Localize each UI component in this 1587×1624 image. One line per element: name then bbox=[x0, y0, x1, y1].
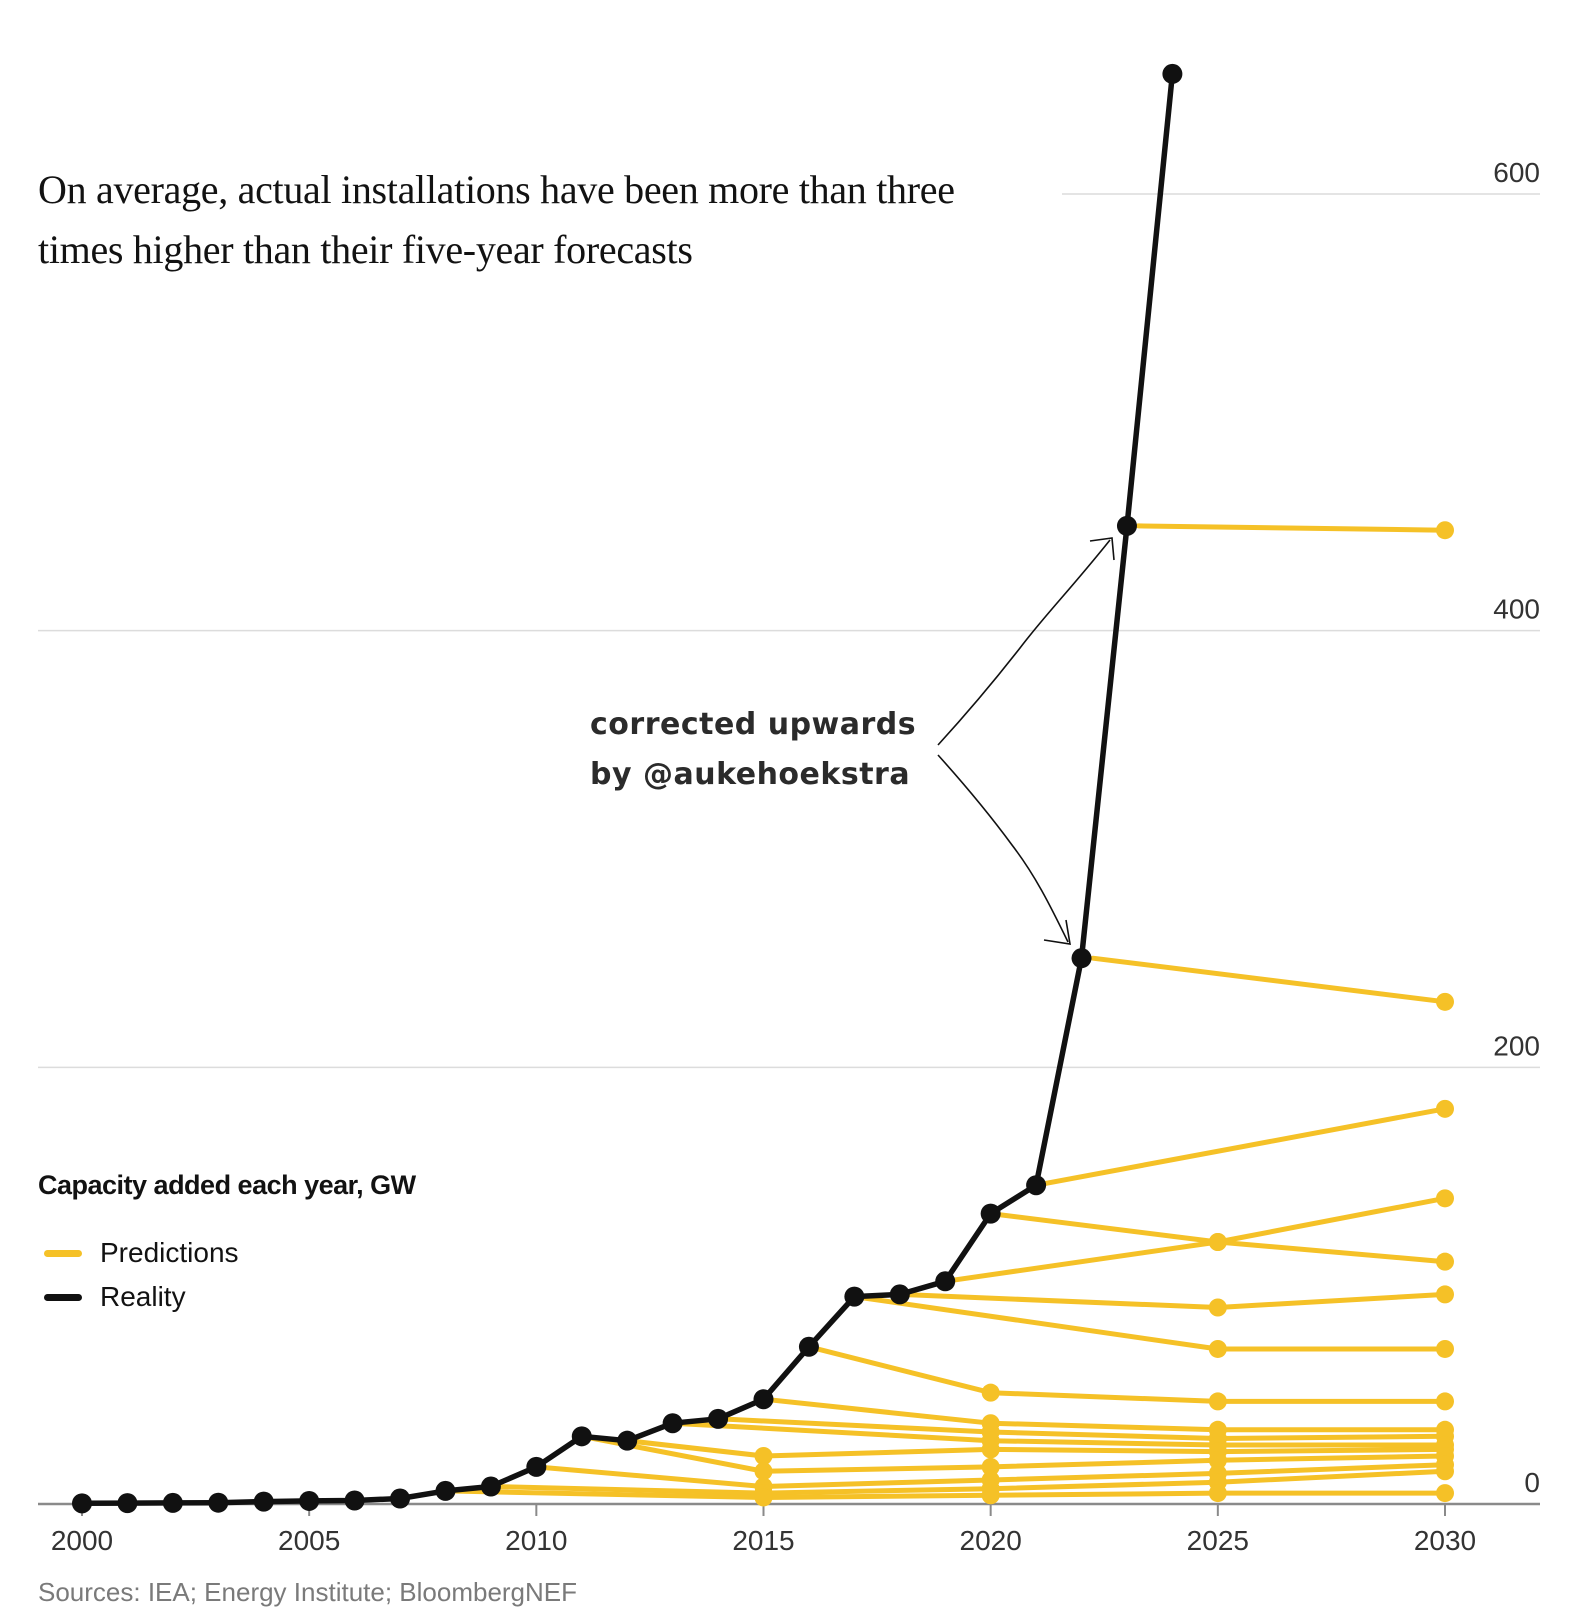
source-note: Sources: IEA; Energy Institute; Bloomber… bbox=[38, 1577, 578, 1607]
reality-point bbox=[72, 1493, 92, 1514]
y-tick-label-600: 600 bbox=[1493, 157, 1540, 188]
y-tick-label-200: 200 bbox=[1493, 1030, 1540, 1061]
annotation-arrowhead-lower bbox=[1043, 919, 1071, 945]
x-tick-label-2025: 2025 bbox=[1187, 1525, 1249, 1556]
reality-point bbox=[1026, 1175, 1047, 1196]
annotation-line-1: corrected upwards bbox=[590, 707, 917, 742]
annotation-arrow-lower bbox=[937, 754, 1069, 943]
x-tick-label-2000: 2000 bbox=[51, 1525, 113, 1556]
prediction-point bbox=[1436, 1484, 1454, 1503]
prediction-line-2 bbox=[1033, 1106, 1448, 1188]
annotation-arrowhead-upper bbox=[1089, 537, 1115, 561]
reality-point bbox=[162, 1492, 183, 1513]
reality-point bbox=[480, 1476, 501, 1497]
prediction-point bbox=[981, 1457, 1000, 1476]
prediction-point bbox=[1436, 1339, 1454, 1358]
prediction-point bbox=[1208, 1392, 1227, 1411]
prediction-point bbox=[981, 1440, 1000, 1459]
reality-point bbox=[1071, 948, 1092, 969]
reality-point bbox=[435, 1480, 456, 1501]
prediction-line-9 bbox=[715, 1416, 1448, 1441]
x-tick-label-2015: 2015 bbox=[732, 1525, 794, 1556]
reality-point bbox=[935, 1271, 956, 1292]
reality-point bbox=[753, 1389, 774, 1410]
prediction-point bbox=[754, 1446, 773, 1465]
reality-point bbox=[708, 1408, 729, 1429]
prediction-point bbox=[1436, 1189, 1454, 1208]
reality-point bbox=[617, 1430, 638, 1451]
prediction-line-5 bbox=[897, 1291, 1448, 1310]
prediction-point bbox=[1208, 1298, 1227, 1317]
reality-series bbox=[72, 63, 1183, 1514]
prediction-point bbox=[754, 1488, 773, 1507]
prediction-point bbox=[1208, 1339, 1227, 1358]
prediction-point bbox=[1436, 1099, 1454, 1118]
reality-point bbox=[798, 1336, 819, 1357]
reality-point bbox=[299, 1490, 320, 1511]
prediction-point bbox=[1208, 1484, 1227, 1503]
legend-title: Capacity added each year, GW bbox=[38, 1170, 416, 1200]
x-tick-label-2005: 2005 bbox=[278, 1525, 340, 1556]
prediction-point bbox=[981, 1486, 1000, 1505]
legend-swatch-reality bbox=[44, 1293, 82, 1301]
gridlines bbox=[38, 193, 1540, 1069]
prediction-line-0 bbox=[1090, 955, 1448, 1005]
reality-point bbox=[253, 1491, 274, 1512]
reality-point bbox=[117, 1493, 138, 1514]
prediction-point bbox=[1436, 1285, 1454, 1304]
reality-point bbox=[889, 1284, 910, 1305]
axes: 0 200 400 600 2000 2005 2010 2015 2020 2025 2030 bbox=[38, 157, 1540, 1556]
prediction-point bbox=[1436, 521, 1454, 540]
prediction-line-10 bbox=[670, 1420, 1448, 1448]
prediction-line-7 bbox=[806, 1344, 1448, 1404]
prediction-point bbox=[754, 1462, 773, 1481]
x-tick-label-2030: 2030 bbox=[1414, 1525, 1476, 1556]
prediction-point bbox=[1436, 992, 1454, 1011]
prediction-line-1 bbox=[1135, 523, 1448, 533]
legend-label-reality: Reality bbox=[100, 1281, 186, 1312]
x-tick-label-2010: 2010 bbox=[505, 1525, 567, 1556]
y-tick-label-0: 0 bbox=[1524, 1467, 1540, 1498]
reality-point bbox=[844, 1286, 865, 1307]
legend-item-predictions: Predictions bbox=[44, 1237, 239, 1269]
annotation-text: corrected upwards by @aukehoekstra bbox=[590, 700, 916, 800]
reality-point bbox=[662, 1413, 683, 1434]
prediction-point bbox=[1436, 1392, 1454, 1411]
annotation-arrow-upper bbox=[937, 539, 1111, 746]
reality-point bbox=[1116, 515, 1137, 536]
reality-point bbox=[571, 1426, 592, 1447]
legend-swatch-predictions bbox=[44, 1249, 82, 1257]
prediction-point bbox=[1436, 1252, 1454, 1271]
prediction-point bbox=[1208, 1451, 1227, 1470]
reality-point bbox=[526, 1456, 547, 1477]
annotation-line-2: by @aukehoekstra bbox=[590, 757, 911, 792]
reality-point bbox=[390, 1488, 411, 1509]
x-tick-label-2020: 2020 bbox=[960, 1525, 1022, 1556]
prediction-point bbox=[1436, 1462, 1454, 1481]
reality-point bbox=[344, 1490, 365, 1511]
prediction-point bbox=[981, 1383, 1000, 1402]
legend-label-predictions: Predictions bbox=[100, 1237, 239, 1268]
reality-point bbox=[980, 1203, 1001, 1224]
annotation-arrows bbox=[937, 537, 1115, 945]
chart-title: On average, actual installations have be… bbox=[38, 167, 955, 272]
prediction-point bbox=[1208, 1233, 1227, 1251]
reality-point bbox=[208, 1492, 229, 1513]
legend-item-reality: Reality bbox=[44, 1281, 186, 1313]
prediction-line-8 bbox=[761, 1396, 1448, 1433]
y-tick-label-400: 400 bbox=[1493, 594, 1540, 625]
prediction-series bbox=[443, 521, 1454, 1507]
reality-point bbox=[1162, 63, 1183, 84]
